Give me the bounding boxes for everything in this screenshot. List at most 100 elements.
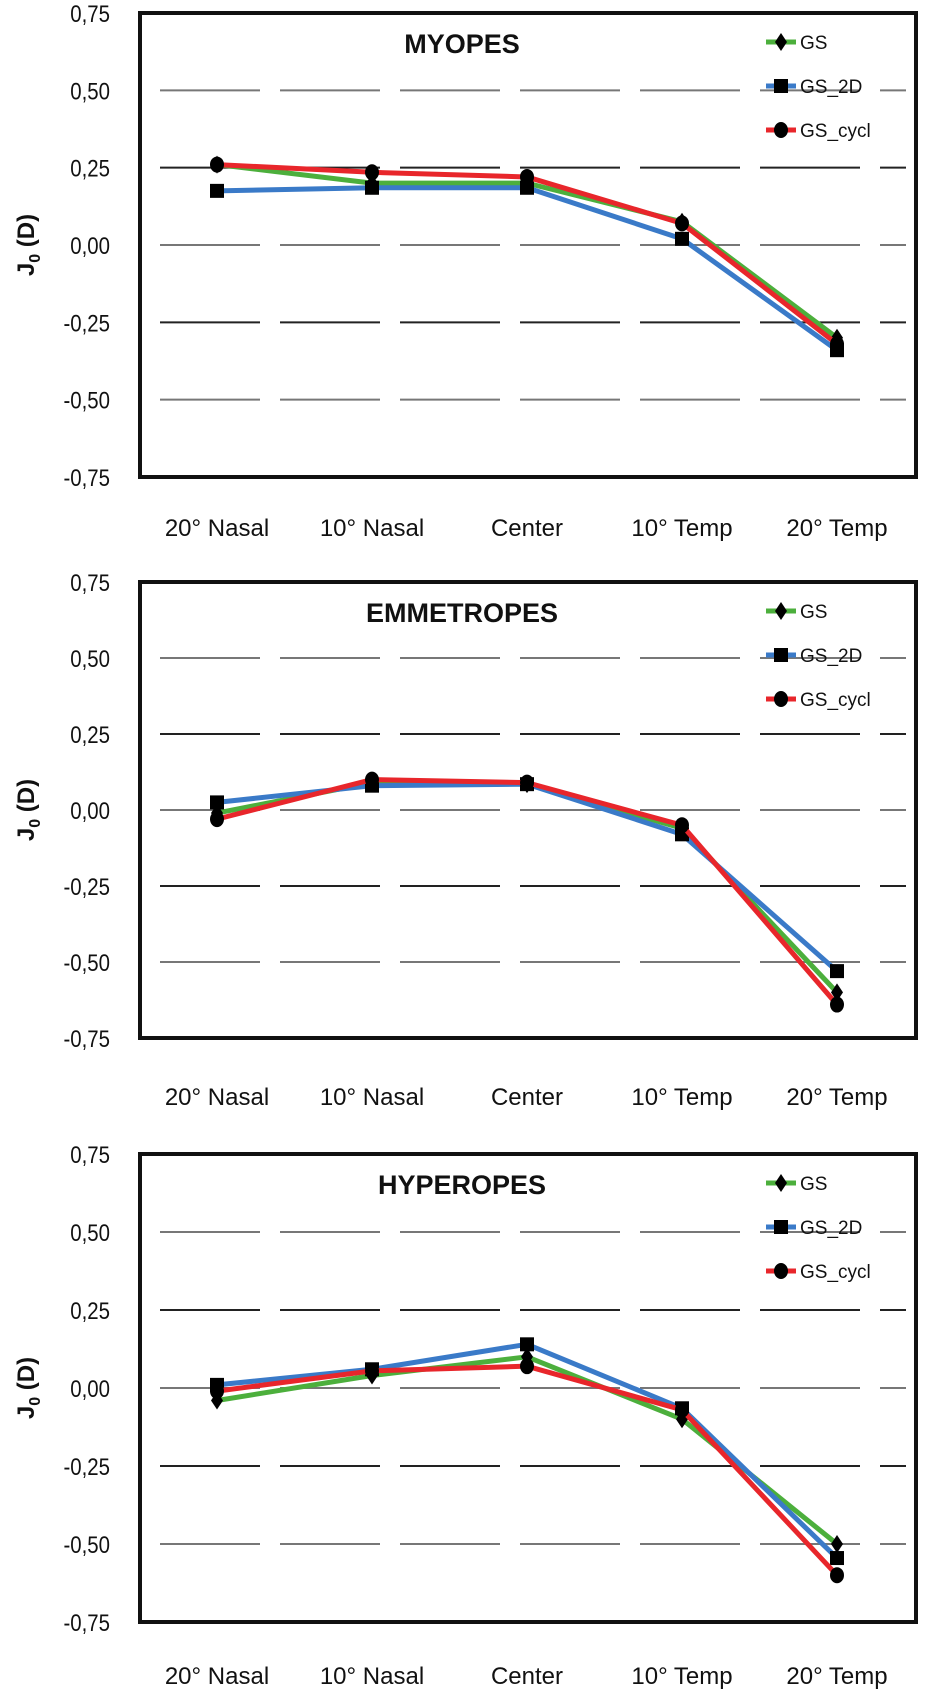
series-gs-cycl — [210, 156, 844, 352]
y-axis-label-main: J — [13, 828, 40, 841]
x-tick-label: 10° Temp — [631, 1084, 732, 1111]
legend-label: GS — [800, 602, 827, 623]
data-point-diamond — [775, 602, 787, 620]
y-tick-label: -0,75 — [64, 464, 110, 491]
data-point-square — [830, 1551, 844, 1566]
data-point-circle — [520, 168, 534, 185]
y-tick-label: 0,00 — [70, 797, 110, 824]
y-tick-label: 0,50 — [70, 645, 110, 672]
series-gs-cycl — [210, 771, 844, 1013]
y-axis-label-sub: 0 — [27, 254, 44, 263]
y-tick-label: 0,00 — [70, 1375, 110, 1402]
legend-label: GS_2D — [800, 77, 862, 98]
legend-item: GS — [766, 33, 827, 54]
plot-area-border — [138, 11, 918, 479]
data-point-square — [774, 1220, 788, 1234]
y-tick-label: 0,75 — [70, 569, 110, 596]
data-point-circle — [830, 335, 844, 352]
data-point-circle — [830, 1567, 844, 1584]
series-gs-2d — [210, 777, 844, 979]
y-tick-label: -0,75 — [64, 1609, 110, 1636]
x-tick-label: 20° Temp — [786, 1084, 887, 1111]
data-point-square — [774, 79, 788, 93]
x-tick-label: Center — [491, 1663, 563, 1690]
y-tick-label: 0,75 — [70, 0, 110, 27]
data-point-circle — [210, 1383, 224, 1400]
x-tick-label: 20° Nasal — [165, 515, 269, 542]
data-point-circle — [365, 771, 379, 788]
data-point-diamond — [831, 983, 843, 1002]
x-tick-label: 10° Temp — [631, 515, 732, 542]
x-tick-label: 20° Temp — [786, 1663, 887, 1690]
legend-item: GS_2D — [766, 1218, 862, 1239]
legend-item: GS_cycl — [766, 690, 871, 711]
y-tick-label: 0,50 — [70, 1219, 110, 1246]
series-line — [216, 1354, 839, 1546]
y-tick-label: -0,25 — [64, 1453, 110, 1480]
legend-item: GS_cycl — [766, 1262, 871, 1283]
legend-item: GS_cycl — [766, 121, 871, 142]
data-point-circle — [365, 164, 379, 181]
y-axis-label-unit: (D) — [13, 214, 40, 254]
legend-label: GS — [800, 33, 827, 54]
y-tick-label: -0,50 — [64, 387, 110, 414]
chart-title: EMMETROPES — [366, 598, 558, 628]
y-tick-label: -0,25 — [64, 873, 110, 900]
x-tick-label: 10° Nasal — [320, 515, 424, 542]
data-point-circle — [675, 1401, 689, 1418]
chart-title: MYOPES — [404, 29, 520, 59]
legend-label: GS_cycl — [800, 690, 871, 711]
data-point-circle — [774, 691, 788, 707]
data-point-circle — [830, 996, 844, 1013]
series-line — [216, 781, 839, 973]
data-point-diamond — [775, 33, 787, 51]
data-point-circle — [520, 774, 534, 791]
x-tick-label: Center — [491, 515, 563, 542]
data-point-circle — [365, 1362, 379, 1379]
y-axis-label-sub: 0 — [27, 1397, 44, 1406]
y-tick-label: -0,50 — [64, 1531, 110, 1558]
legend-label: GS_2D — [800, 646, 862, 667]
legend-item: GS_2D — [766, 77, 862, 98]
y-axis-label-unit: (D) — [13, 779, 40, 819]
data-point-circle — [210, 156, 224, 173]
legend-label: GS_2D — [800, 1218, 862, 1239]
legend-label: GS — [800, 1174, 827, 1195]
legend-label: GS_cycl — [800, 1262, 871, 1283]
data-point-square — [210, 795, 224, 810]
series-gs-cycl — [210, 1358, 844, 1584]
y-tick-label: -0,50 — [64, 949, 110, 976]
plot-area-border — [138, 1152, 918, 1624]
legend-item: GS_2D — [766, 646, 862, 667]
legend-item: GS — [766, 602, 827, 623]
x-tick-label: 10° Temp — [631, 1663, 732, 1690]
data-point-square — [520, 1337, 534, 1352]
data-point-circle — [675, 215, 689, 232]
data-point-square — [210, 183, 224, 198]
x-tick-label: 20° Nasal — [165, 1663, 269, 1690]
x-tick-label: 20° Temp — [786, 515, 887, 542]
series-line — [216, 1341, 839, 1560]
data-point-diamond — [775, 1174, 787, 1192]
chart-panel-myopes: 0,75 0,50 0,25 0,00 -0,25 -0,50 -0,75 J0 (D) MYO… — [13, 0, 918, 542]
y-tick-label: 0,25 — [70, 721, 110, 748]
y-axis-label: J0 (D) — [13, 1357, 44, 1419]
x-tick-label: 20° Nasal — [165, 1084, 269, 1111]
x-tick-label: 10° Nasal — [320, 1663, 424, 1690]
legend-label: GS_cycl — [800, 121, 871, 142]
series-gs — [211, 773, 843, 1002]
data-point-circle — [675, 817, 689, 834]
y-axis-label-sub: 0 — [27, 819, 44, 828]
y-tick-label: 0,25 — [70, 155, 110, 182]
y-axis-label: J0 (D) — [13, 214, 44, 276]
data-point-square — [830, 964, 844, 979]
data-point-diamond — [831, 1535, 843, 1553]
data-point-square — [675, 231, 689, 246]
chart-title: HYPEROPES — [378, 1170, 546, 1200]
y-tick-label: 0,25 — [70, 1297, 110, 1324]
y-tick-label: 0,00 — [70, 232, 110, 259]
data-point-circle — [210, 811, 224, 828]
legend-item: GS — [766, 1174, 827, 1195]
x-tick-label: Center — [491, 1084, 563, 1111]
